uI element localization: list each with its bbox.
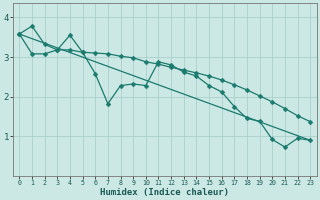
X-axis label: Humidex (Indice chaleur): Humidex (Indice chaleur) — [100, 188, 229, 197]
